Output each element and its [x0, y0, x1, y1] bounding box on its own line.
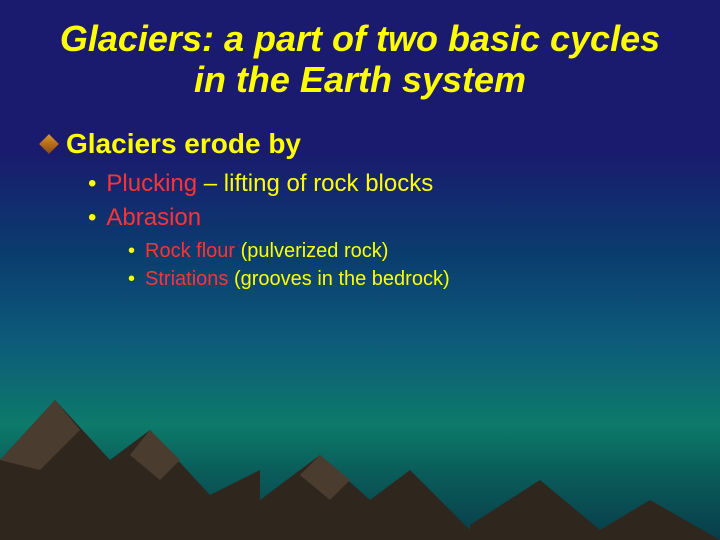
slide-title: Glaciers: a part of two basic cycles in … [0, 18, 720, 101]
rest: (grooves in the bedrock) [228, 268, 449, 290]
diamond-bullet-icon [39, 134, 59, 154]
slide: Glaciers: a part of two basic cycles in … [0, 0, 720, 540]
bullet-level-2-item-2: • Abrasion [88, 204, 201, 232]
term: Rock flour [145, 240, 235, 262]
bullet-dot: • [88, 204, 96, 232]
line1-text: Glaciers erode by [66, 128, 301, 159]
mountain-3 [470, 480, 720, 540]
bullet-level-3-item-2: • Striations (grooves in the bedrock) [128, 268, 450, 291]
bullet-level-3-item-1: • Rock flour (pulverized rock) [128, 240, 388, 263]
bullet-level-1: Glaciers erode by [42, 128, 301, 160]
term: Striations [145, 268, 228, 290]
mountain-2 [260, 455, 470, 540]
bullet-level-2-item-1: • Plucking – lifting of rock blocks [88, 170, 433, 198]
bullet-dot: • [88, 170, 96, 198]
term: Plucking [106, 170, 197, 197]
rest: (pulverized rock) [235, 240, 388, 262]
bullet-dot: • [128, 240, 135, 263]
bullet-dot: • [128, 268, 135, 291]
term: Abrasion [106, 204, 201, 231]
rest: – lifting of rock blocks [197, 170, 433, 197]
